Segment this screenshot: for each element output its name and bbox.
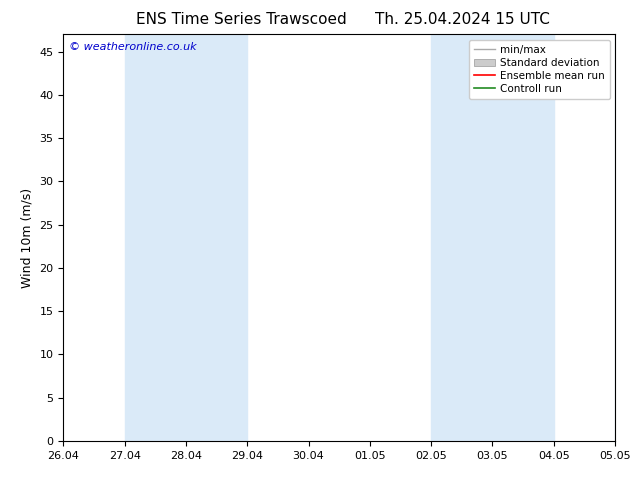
Bar xyxy=(125,34,247,441)
Legend: min/max, Standard deviation, Ensemble mean run, Controll run: min/max, Standard deviation, Ensemble me… xyxy=(469,40,610,99)
Text: Th. 25.04.2024 15 UTC: Th. 25.04.2024 15 UTC xyxy=(375,12,550,27)
Text: © weatheronline.co.uk: © weatheronline.co.uk xyxy=(69,43,197,52)
Bar xyxy=(615,34,634,441)
Y-axis label: Wind 10m (m/s): Wind 10m (m/s) xyxy=(21,188,34,288)
Bar xyxy=(431,34,553,441)
Text: ENS Time Series Trawscoed: ENS Time Series Trawscoed xyxy=(136,12,346,27)
